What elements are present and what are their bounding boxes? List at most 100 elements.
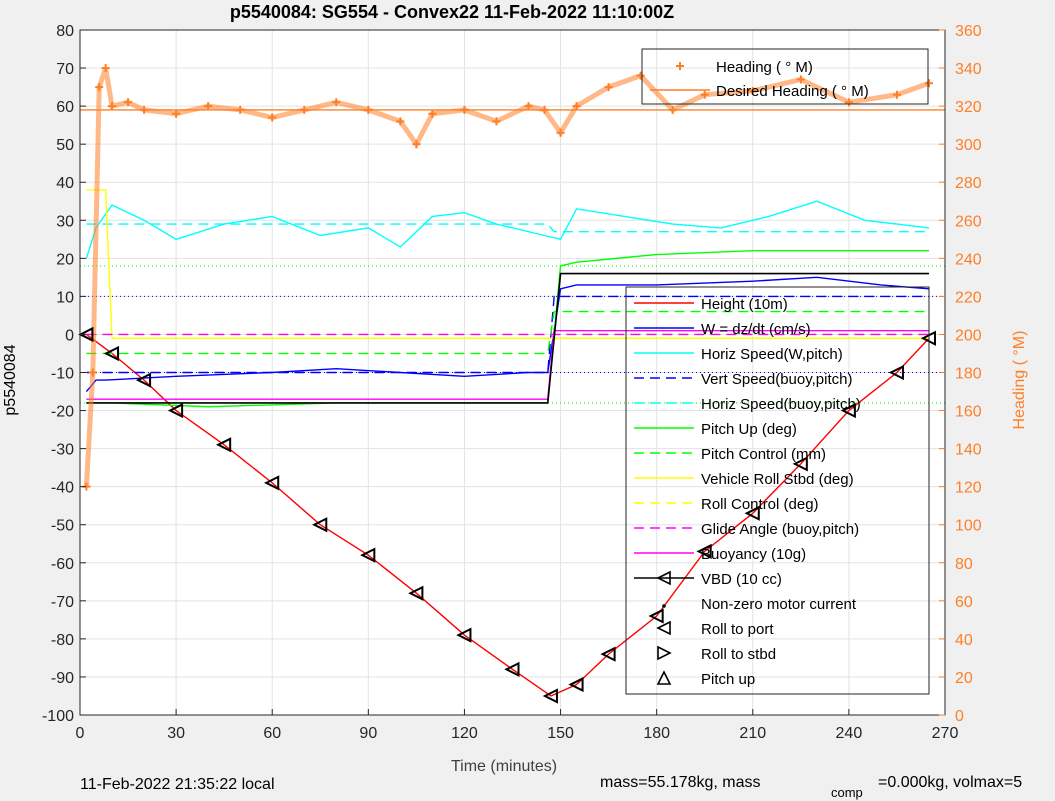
y2-tick-label: 300 (955, 137, 982, 154)
y2-tick-label: 260 (955, 213, 982, 230)
roll-marker (840, 402, 856, 419)
footer-mass-subscript: comp (831, 785, 863, 800)
series-w-dz-dt-cm-s (85, 276, 930, 392)
heading-legend: Heading ( ° M) Desired Heading ( ° M) (641, 48, 929, 105)
series-horiz-speed-w-pitch (85, 200, 930, 259)
x-tick-label: 150 (547, 725, 574, 742)
roll-marker (542, 688, 558, 704)
roll-marker (167, 402, 184, 419)
x-axis-label: Time (minutes) (451, 758, 557, 775)
legend-label: Roll to port (701, 621, 774, 638)
series-height-10m (80, 333, 930, 697)
legend-marker (657, 645, 672, 661)
y2-tick-label: 120 (955, 480, 982, 497)
legend-label: Heading ( ° M) (716, 59, 813, 76)
y2-tick-label: 20 (955, 670, 973, 687)
y-tick-label: -10 (51, 366, 74, 383)
marker-group (78, 326, 936, 704)
y-tick-label: -60 (51, 556, 74, 573)
legend-label: Vert Speed(buoy,pitch) (701, 371, 852, 388)
roll-marker (744, 505, 760, 521)
series-heading-m (83, 67, 930, 487)
legend-box (641, 48, 929, 105)
footer-mass: mass=55.178kg, mass (600, 774, 761, 791)
y-tick-label: -40 (51, 480, 74, 497)
y-tick-label: 30 (56, 213, 74, 230)
y2-tick-label: 100 (955, 518, 982, 535)
y-tick-label: -20 (51, 404, 74, 421)
y-tick-label: 70 (56, 61, 74, 78)
legend-label: Horiz Speed(W,pitch) (701, 346, 843, 363)
legend-marker (656, 670, 672, 685)
y2-tick-label: 220 (955, 289, 982, 306)
y2-tick-label: 280 (955, 175, 982, 192)
y-tick-label: 10 (56, 289, 74, 306)
legend-label: Roll Control (deg) (701, 496, 819, 513)
x-tick-label: 0 (76, 725, 85, 742)
series-vbd-10-cc (86, 272, 929, 404)
legend-label: Buoyancy (10g) (701, 546, 806, 563)
roll-marker (888, 364, 904, 381)
legend-label: Height (10m) (701, 296, 788, 313)
legend-box (625, 286, 930, 695)
x-tick-label: 210 (739, 725, 766, 742)
y-axis-label: p5540084 (2, 344, 19, 415)
axes: 0 30 60 90 120 150 180 210 240 270-100-90-80-70-6… (42, 23, 982, 742)
y-tick-label: 80 (56, 23, 74, 40)
y-tick-label: -100 (42, 708, 74, 725)
legend-label: Desired Heading ( ° M) (716, 83, 869, 100)
legend-label: Pitch Control (mm) (701, 446, 826, 463)
main-legend: Height (10m) W = dz/dt (cm/s) Horiz Speed(… (625, 286, 930, 695)
x-tick-label: 60 (263, 725, 281, 742)
y2-tick-label: 60 (955, 594, 973, 611)
y-tick-label: -70 (51, 594, 74, 611)
series-group (80, 64, 945, 697)
y-tick-label: -80 (51, 632, 74, 649)
x-tick-label: 240 (836, 725, 863, 742)
y2-tick-label: 360 (955, 23, 982, 40)
legend-marker (656, 570, 671, 586)
y-tick-label: -30 (51, 442, 74, 459)
roll-marker (792, 456, 808, 472)
footer-volmax: =0.000kg, volmax=5 (878, 774, 1022, 791)
y-tick-label: 40 (56, 175, 74, 192)
y2-tick-label: 180 (955, 366, 982, 383)
legend-label: Horiz Speed(buoy,pitch) (701, 396, 861, 413)
series-vehicle-roll-stbd-deg (86, 189, 929, 339)
roll-marker (263, 475, 280, 491)
x-tick-label: 90 (359, 725, 377, 742)
legend-label: Roll to stbd (701, 646, 776, 663)
legend-marker (676, 62, 684, 70)
roll-marker (360, 547, 376, 563)
roll-marker (696, 543, 712, 559)
legend-label: Pitch Up (deg) (701, 421, 797, 438)
y2-tick-label: 240 (955, 251, 982, 268)
y2-tick-label: 40 (955, 632, 973, 649)
y2-tick-label: 140 (955, 442, 982, 459)
y-tick-label: 0 (65, 327, 74, 344)
roll-marker (312, 517, 328, 533)
y-tick-label: 60 (56, 99, 74, 116)
roll-marker (408, 585, 424, 601)
y-tick-label: 20 (56, 251, 74, 268)
roll-marker (504, 661, 520, 677)
roll-marker (215, 437, 232, 453)
roll-marker (78, 326, 94, 343)
roll-marker (456, 627, 472, 643)
y-tick-label: 50 (56, 137, 74, 154)
chart-title: p5540084: SG554 - Convex22 11-Feb-2022 1… (230, 2, 674, 22)
y2-tick-label: 200 (955, 327, 982, 344)
legend-label: Glide Angle (buoy,pitch) (701, 521, 859, 538)
legend-label: Vehicle Roll Stbd (deg) (701, 471, 854, 488)
roll-marker (135, 372, 152, 388)
roll-marker (568, 676, 584, 693)
y-tick-label: -90 (51, 670, 74, 687)
y-tick-label: -50 (51, 518, 74, 535)
y2-tick-label: 160 (955, 404, 982, 421)
y2-axis-label: Heading ( °M) (1011, 331, 1028, 430)
legend-label: W = dz/dt (cm/s) (701, 321, 811, 338)
footer-timestamp: 11-Feb-2022 21:35:22 local (80, 776, 275, 793)
legend-label: VBD (10 cc) (701, 571, 782, 588)
roll-marker (103, 345, 120, 362)
x-tick-label: 270 (932, 725, 959, 742)
